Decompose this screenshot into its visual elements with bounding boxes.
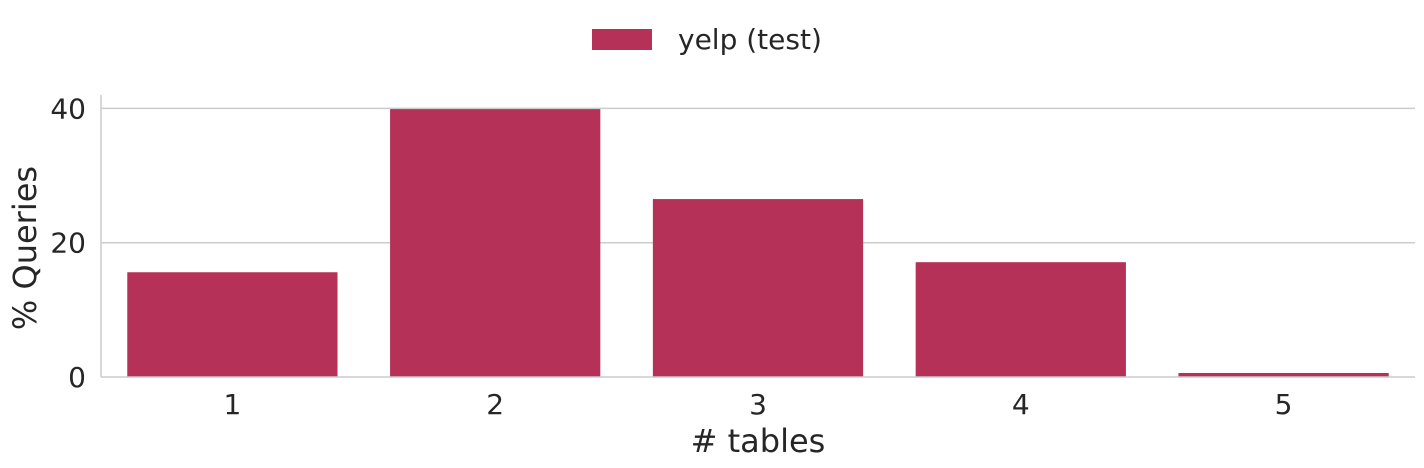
legend-label: yelp (test)	[678, 23, 822, 56]
x-tick-label: 4	[1012, 388, 1030, 421]
legend: yelp (test)	[592, 23, 822, 56]
bar-2	[390, 109, 601, 377]
y-tick-label: 40	[50, 92, 86, 125]
x-tick-label: 5	[1275, 388, 1293, 421]
x-axis-label: # tables	[691, 422, 826, 460]
x-tick-label: 1	[223, 388, 241, 421]
y-tick-label: 20	[50, 227, 86, 260]
bar-5	[1178, 372, 1389, 377]
x-tick-label: 3	[749, 388, 767, 421]
y-tick-labels: 0 20 40	[50, 92, 86, 394]
legend-swatch	[592, 29, 652, 50]
bar-3	[652, 199, 864, 377]
y-tick-label: 0	[68, 361, 86, 394]
x-tick-labels: 1 2 3 4 5	[223, 388, 1292, 421]
bar-1	[127, 272, 338, 377]
axes	[100, 95, 1415, 378]
y-axis-label: % Queries	[6, 166, 44, 330]
x-tick-label: 2	[486, 388, 504, 421]
bar-series	[127, 109, 1389, 377]
bar-4	[915, 262, 1126, 377]
